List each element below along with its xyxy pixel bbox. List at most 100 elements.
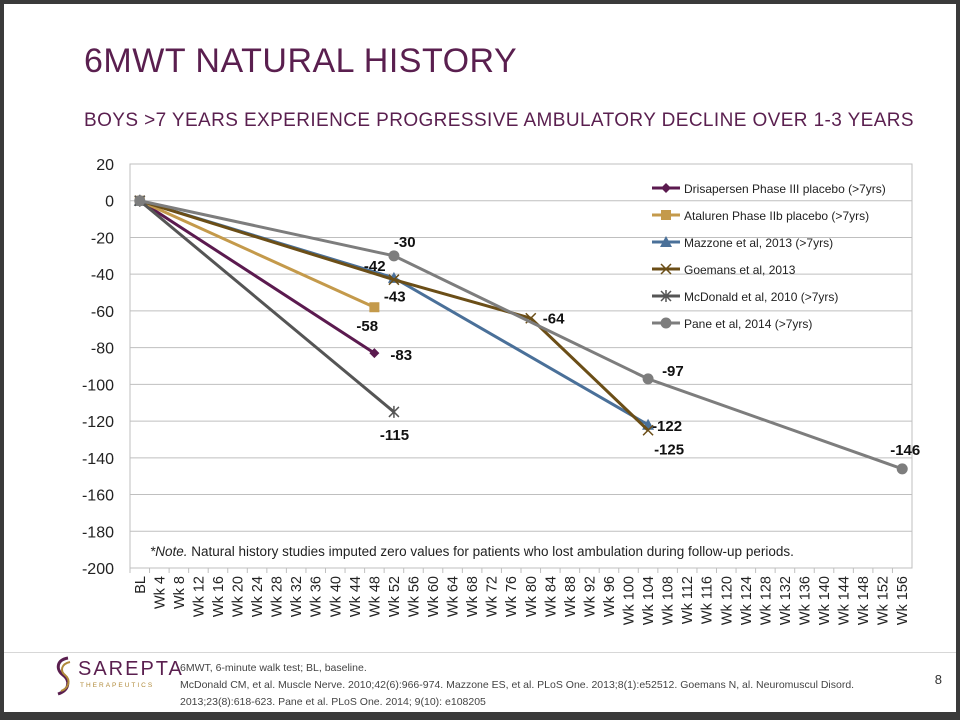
x-tick-label: Wk 136 bbox=[797, 576, 813, 625]
x-tick-label: Wk 4 bbox=[152, 576, 168, 609]
y-tick-label: 0 bbox=[105, 194, 114, 211]
y-tick-label: -200 bbox=[82, 561, 114, 578]
x-tick-label: Wk 104 bbox=[641, 576, 657, 625]
sarepta-logo-icon bbox=[56, 656, 71, 696]
legend-label: Drisapersen Phase III placebo (>7yrs) bbox=[684, 182, 886, 196]
data-label: -83 bbox=[390, 347, 412, 364]
x-tick-label: Wk 152 bbox=[876, 576, 892, 625]
legend-label: Pane et al, 2014 (>7yrs) bbox=[684, 317, 812, 331]
y-tick-label: -60 bbox=[91, 304, 114, 321]
legend-marker bbox=[661, 210, 671, 220]
page-number: 8 bbox=[934, 672, 942, 687]
x-tick-label: Wk 148 bbox=[856, 576, 872, 625]
x-tick-label: Wk 68 bbox=[465, 576, 481, 617]
x-tick-label: Wk 12 bbox=[191, 576, 207, 617]
data-label: -115 bbox=[380, 427, 409, 444]
data-label: -97 bbox=[662, 363, 684, 380]
x-tick-label: Wk 44 bbox=[348, 576, 364, 617]
x-tick-label: Wk 80 bbox=[524, 576, 540, 617]
x-tick-label: Wk 28 bbox=[270, 576, 286, 617]
data-point bbox=[388, 274, 400, 286]
y-tick-label: -100 bbox=[82, 377, 114, 394]
legend-marker bbox=[660, 263, 672, 275]
line-chart: 20 0 -20 -40 -60 -80 -100 -120 -140 -160 -180 -200 B… bbox=[82, 157, 920, 625]
data-label: -30 bbox=[394, 234, 416, 251]
data-label: -146 bbox=[890, 442, 920, 459]
footnote-line: 2013;23(8):618-623. Pane et al. PLoS One… bbox=[180, 696, 486, 708]
logo-wordmark: SAREPTA bbox=[78, 658, 184, 680]
data-point bbox=[369, 348, 380, 359]
legend-marker bbox=[660, 290, 672, 302]
data-label: -64 bbox=[543, 310, 565, 327]
x-tick-label: Wk 96 bbox=[602, 576, 618, 617]
y-tick-label: -80 bbox=[91, 341, 114, 358]
x-tick-label: Wk 24 bbox=[250, 576, 266, 617]
x-tick-label: Wk 108 bbox=[661, 576, 677, 625]
y-tick-label: -180 bbox=[82, 524, 114, 541]
x-tick-label: Wk 16 bbox=[211, 576, 227, 617]
data-label: -122 bbox=[652, 418, 682, 435]
logo-subtext: THERAPEUTICS bbox=[80, 682, 155, 689]
x-tick-label: Wk 100 bbox=[622, 576, 638, 625]
footnote-line: 6MWT, 6-minute walk test; BL, baseline. bbox=[180, 662, 367, 674]
x-tick-label: Wk 52 bbox=[387, 576, 403, 617]
data-label: -58 bbox=[356, 318, 378, 335]
x-tick-label: Wk 92 bbox=[582, 576, 598, 617]
data-point bbox=[134, 195, 146, 207]
x-tick-label: Wk 76 bbox=[504, 576, 520, 617]
x-tick-label: Wk 124 bbox=[739, 576, 755, 625]
series-line bbox=[139, 199, 903, 471]
legend-marker bbox=[660, 317, 672, 329]
x-tick-label: Wk 120 bbox=[719, 576, 735, 625]
footer-divider bbox=[4, 652, 956, 653]
x-tick-label: Wk 32 bbox=[289, 576, 305, 617]
x-tick-label: Wk 8 bbox=[172, 576, 188, 609]
y-tick-label: -160 bbox=[82, 488, 114, 505]
series-line bbox=[139, 199, 375, 309]
y-tick-label: 20 bbox=[96, 157, 114, 174]
y-tick-label: -140 bbox=[82, 451, 114, 468]
legend-marker bbox=[661, 183, 671, 193]
x-tick-label: Wk 88 bbox=[563, 576, 579, 617]
x-tick-label: Wk 20 bbox=[231, 576, 247, 617]
y-tick-label: -40 bbox=[91, 267, 114, 284]
series-line bbox=[139, 199, 650, 432]
x-tick-label: Wk 140 bbox=[817, 576, 833, 625]
y-tick-label: -20 bbox=[91, 230, 114, 247]
slide: 6MWT NATURAL HISTORY BOYS >7 YEARS EXPER… bbox=[4, 4, 956, 712]
slide-title: 6MWT NATURAL HISTORY bbox=[84, 42, 518, 80]
footnote: 6MWT, 6-minute walk test; BL, baseline. … bbox=[180, 660, 900, 711]
data-point bbox=[896, 463, 908, 475]
x-tick-label: Wk 40 bbox=[328, 576, 344, 617]
note-text: Natural history studies imputed zero val… bbox=[188, 544, 794, 559]
x-tick-label: Wk 112 bbox=[680, 576, 696, 624]
x-tick-label: Wk 128 bbox=[758, 576, 774, 625]
data-point bbox=[388, 250, 400, 262]
sarepta-logo: SAREPTA THERAPEUTICS bbox=[52, 654, 182, 700]
data-point bbox=[388, 405, 400, 418]
legend-marker bbox=[660, 236, 672, 247]
x-tick-label: Wk 64 bbox=[446, 576, 462, 617]
x-tick-label: Wk 132 bbox=[778, 576, 794, 625]
footnote-line: McDonald CM, et al. Muscle Nerve. 2010;4… bbox=[180, 679, 855, 691]
x-tick-label: Wk 116 bbox=[700, 576, 716, 624]
x-tick-label: Wk 72 bbox=[485, 576, 501, 617]
data-point bbox=[369, 302, 380, 313]
legend-label: McDonald et al, 2010 (>7yrs) bbox=[684, 290, 838, 304]
legend-label: Goemans et al, 2013 bbox=[684, 263, 796, 277]
x-tick-label: Wk 56 bbox=[406, 576, 422, 617]
x-tick-label: BL bbox=[133, 576, 149, 594]
x-tick-label: Wk 48 bbox=[367, 576, 383, 617]
x-tick-label: Wk 60 bbox=[426, 576, 442, 617]
x-tick-label: Wk 156 bbox=[895, 576, 911, 625]
data-point bbox=[642, 373, 654, 385]
series-line bbox=[138, 199, 376, 355]
data-label: -43 bbox=[384, 289, 406, 306]
legend-label: Mazzone et al, 2013 (>7yrs) bbox=[684, 236, 833, 250]
legend-label: Ataluren Phase IIb placebo (>7yrs) bbox=[684, 209, 869, 223]
x-tick-label: Wk 84 bbox=[543, 576, 559, 617]
data-label: -42 bbox=[364, 258, 386, 275]
x-tick-label: Wk 36 bbox=[309, 576, 325, 617]
x-tick-label: Wk 144 bbox=[837, 576, 853, 625]
slide-subtitle: BOYS >7 YEARS EXPERIENCE PROGRESSIVE AMB… bbox=[84, 110, 914, 131]
